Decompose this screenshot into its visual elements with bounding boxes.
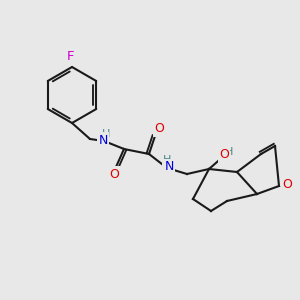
Text: H: H: [102, 129, 110, 139]
Text: N: N: [98, 134, 108, 146]
Text: O: O: [109, 167, 119, 181]
Text: O: O: [154, 122, 164, 136]
Text: F: F: [67, 50, 75, 62]
Text: H: H: [225, 147, 233, 157]
Text: O: O: [282, 178, 292, 190]
Text: H: H: [163, 155, 171, 165]
Text: O: O: [219, 148, 229, 161]
Text: F: F: [68, 50, 75, 64]
Text: N: N: [164, 160, 174, 173]
